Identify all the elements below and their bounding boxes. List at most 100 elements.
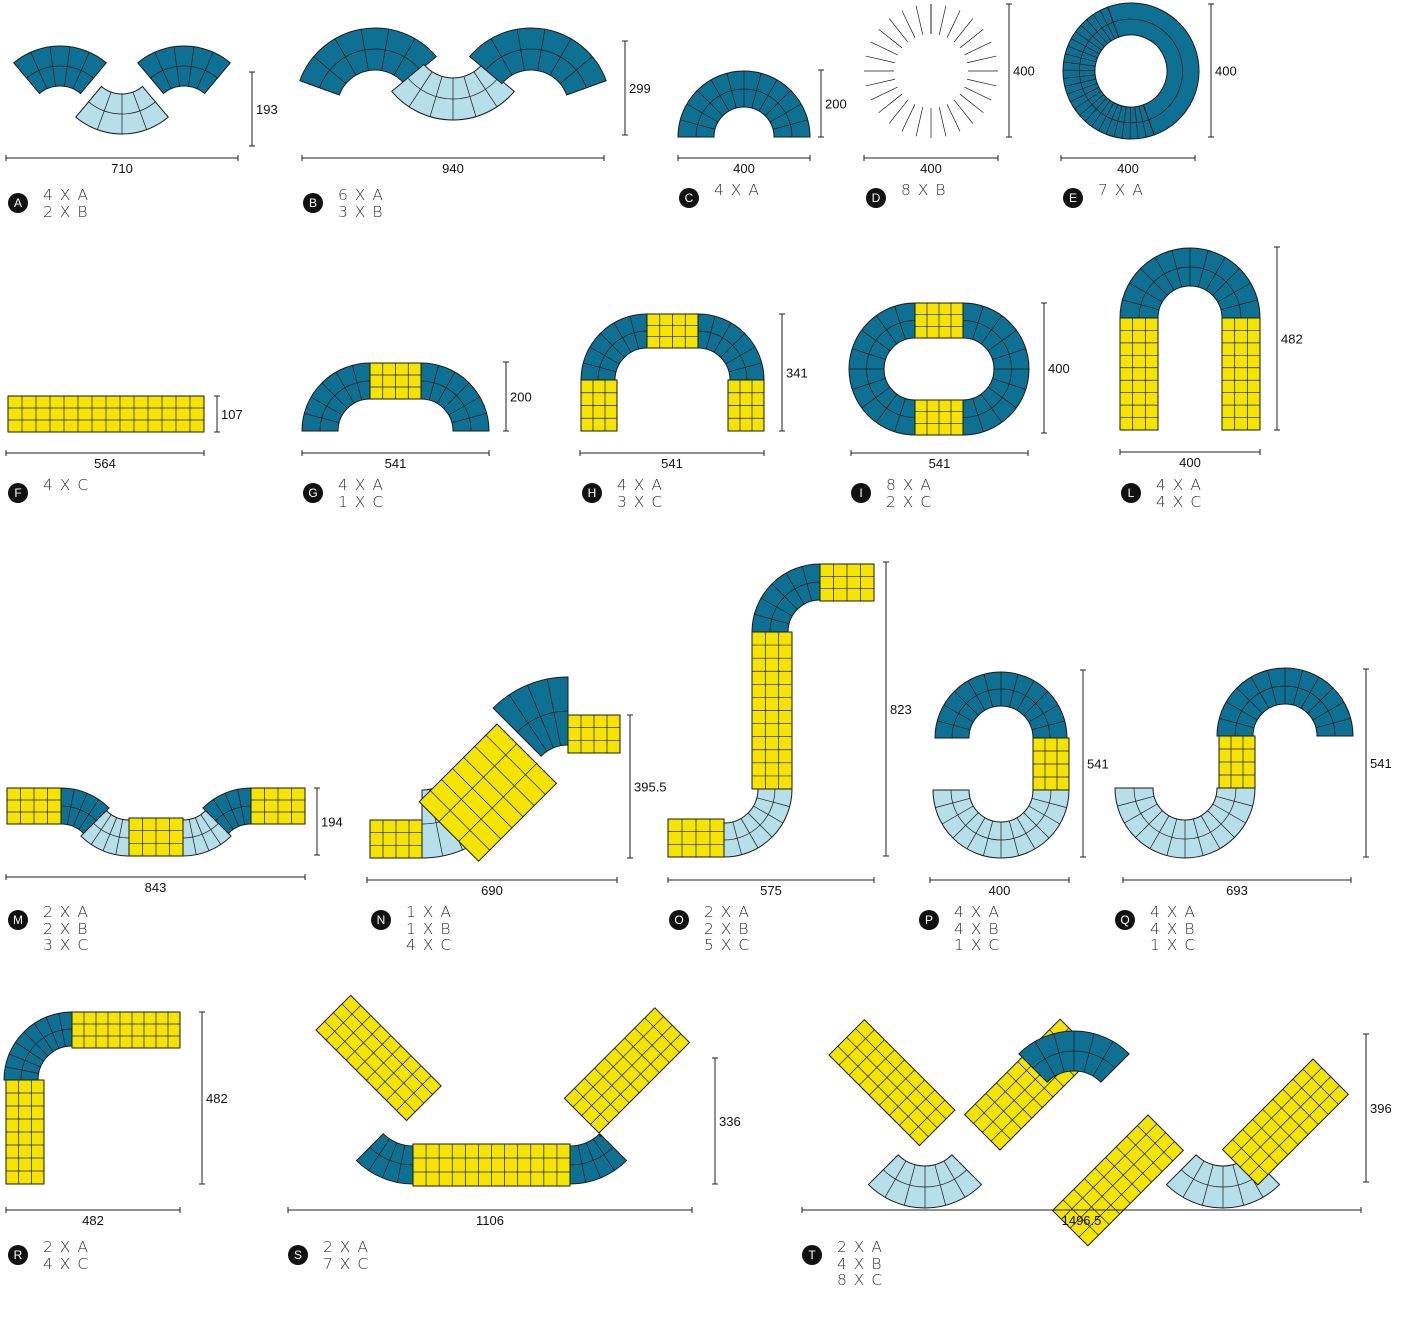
height-label: 299 <box>629 81 651 96</box>
width-label: 940 <box>442 161 464 176</box>
piece-count-line: 2 X A <box>43 1239 89 1256</box>
piece-count-line: 2 X A <box>43 904 89 921</box>
piece-count-line: 2 X A <box>704 904 750 921</box>
config-M-shape <box>7 788 305 856</box>
config-N-shape <box>370 677 620 861</box>
width-dimension: 541 <box>580 450 764 471</box>
width-label: 400 <box>733 161 755 176</box>
height-dimension: 482 <box>199 1012 228 1184</box>
config-T-shape <box>829 1019 1348 1246</box>
config-badge: O <box>669 910 689 930</box>
piece-count-line: 4 X C <box>43 1256 89 1273</box>
height-dimension: 299 <box>622 41 651 135</box>
config-D-shape <box>864 4 998 138</box>
height-dimension: 482 <box>1274 247 1303 430</box>
width-dimension: 710 <box>6 155 238 176</box>
width-label: 710 <box>111 161 133 176</box>
width-label: 541 <box>385 456 407 471</box>
height-label: 482 <box>206 1091 228 1106</box>
height-label: 823 <box>890 702 912 717</box>
piece-count-line: 3 X B <box>338 204 384 221</box>
height-dimension: 400 <box>1041 303 1070 433</box>
width-label: 482 <box>82 1213 104 1228</box>
width-label: 1496.5 <box>1062 1213 1102 1228</box>
config-badge: D <box>866 188 886 208</box>
config-badge: M <box>8 910 28 930</box>
config-badge: S <box>288 1245 308 1265</box>
height-label: 200 <box>825 97 847 112</box>
height-label: 193 <box>256 102 278 117</box>
width-dimension: 400 <box>930 877 1069 898</box>
height-label: 395.5 <box>634 780 667 795</box>
height-dimension: 823 <box>883 562 912 856</box>
piece-count-line: 2 X C <box>886 494 932 511</box>
width-dimension: 400 <box>1061 155 1195 176</box>
piece-counts: 7 X A <box>1098 182 1144 199</box>
segment-C <box>72 1012 180 1048</box>
segment-C <box>1222 318 1260 430</box>
piece-count-line: 1 X A <box>406 904 452 921</box>
piece-counts: 8 X B <box>901 182 946 199</box>
width-dimension: 541 <box>851 450 1028 471</box>
width-label: 400 <box>1117 161 1139 176</box>
piece-count-line: 4 X A <box>617 477 663 494</box>
config-B-shape <box>300 28 606 120</box>
segment-A <box>356 1134 413 1184</box>
width-dimension: 843 <box>6 874 305 895</box>
height-label: 400 <box>1215 64 1237 79</box>
piece-count-line: 1 X C <box>954 937 1000 954</box>
width-dimension: 400 <box>864 155 998 176</box>
config-badge: I <box>851 483 871 503</box>
config-badge: Q <box>1115 910 1135 930</box>
config-badge: G <box>303 483 323 503</box>
config-H-shape <box>581 314 764 431</box>
segment-A <box>138 46 231 93</box>
config-R-shape <box>4 1012 180 1184</box>
height-dimension: 336 <box>712 1058 741 1184</box>
config-badge: N <box>371 910 391 930</box>
config-P-shape <box>933 672 1069 858</box>
width-dimension: 940 <box>302 155 604 176</box>
piece-count-line: 2 X B <box>43 204 89 221</box>
piece-count-line: 4 X A <box>43 187 89 204</box>
width-dimension: 1106 <box>288 1207 692 1228</box>
piece-count-line: 5 X C <box>704 937 750 954</box>
segment-C <box>600 1135 601 1136</box>
height-label: 336 <box>719 1114 741 1129</box>
width-dimension: 564 <box>6 450 204 471</box>
width-dimension: 1496.5 <box>802 1207 1361 1228</box>
piece-count-line: 8 X A <box>886 477 932 494</box>
piece-count-line: 2 X B <box>704 921 750 938</box>
height-label: 541 <box>1087 757 1109 772</box>
height-dimension: 395.5 <box>627 715 667 858</box>
height-label: 107 <box>221 407 243 422</box>
config-Q-shape <box>1115 668 1353 858</box>
width-label: 693 <box>1226 883 1248 898</box>
piece-count-line: 1 X C <box>1150 937 1196 954</box>
piece-count-line: 4 X A <box>1150 904 1196 921</box>
width-label: 843 <box>145 880 167 895</box>
config-badge: P <box>919 910 939 930</box>
width-label: 400 <box>989 883 1011 898</box>
height-dimension: 400 <box>1006 4 1035 137</box>
config-badge: F <box>8 483 28 503</box>
config-badge: H <box>582 483 602 503</box>
height-label: 400 <box>1048 361 1070 376</box>
config-badge: A <box>8 193 28 213</box>
config-badge: T <box>802 1245 822 1265</box>
